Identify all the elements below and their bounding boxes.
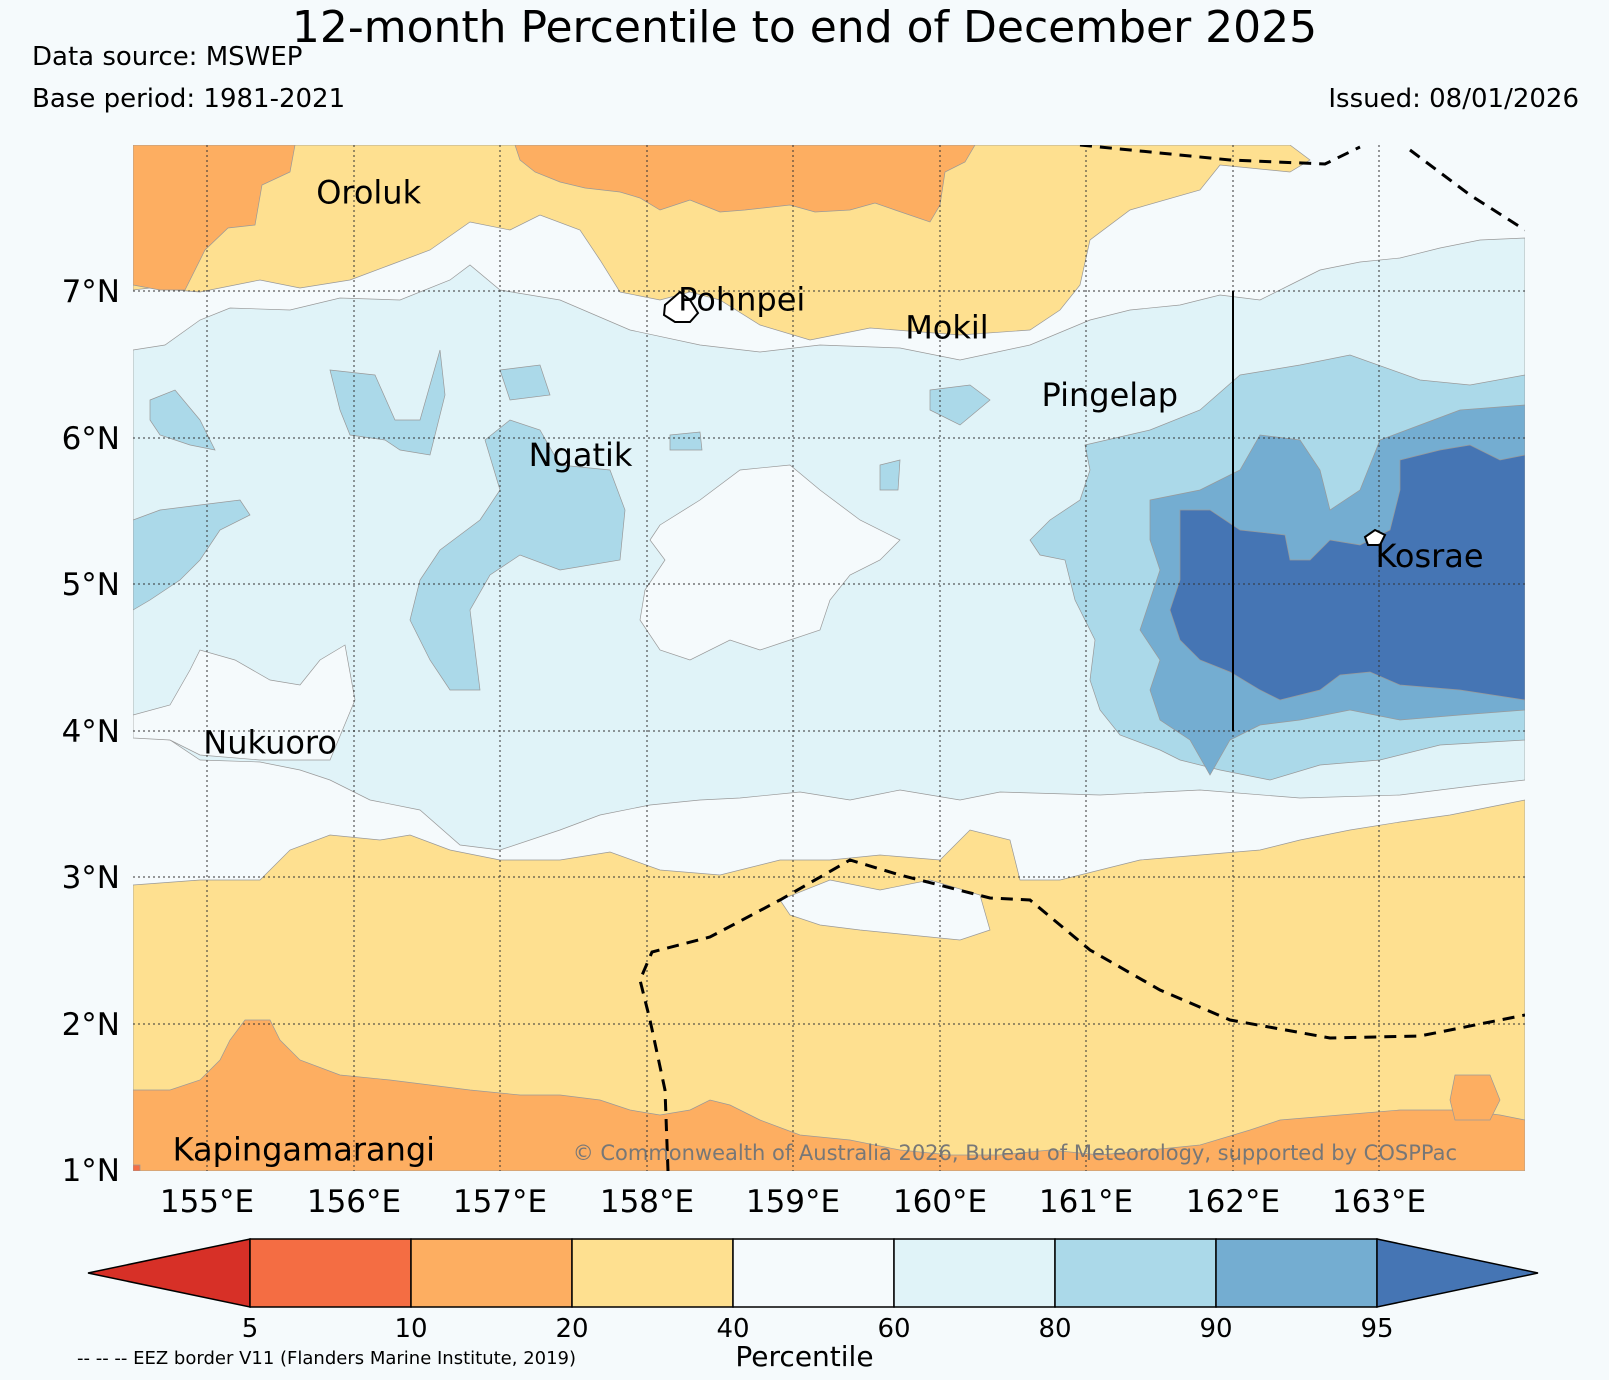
copyright-text: © Commonwealth of Australia 2026, Bureau… bbox=[573, 1141, 1457, 1165]
lon-tick-label: 159°E bbox=[746, 1184, 840, 1220]
data-source-label: Data source: MSWEP bbox=[32, 42, 303, 72]
colorbar-tick-label: 40 bbox=[716, 1314, 749, 1344]
colorbar-segment bbox=[1054, 1238, 1217, 1308]
lon-tick-label: 161°E bbox=[1039, 1184, 1133, 1220]
place-label-kosrae: Kosrae bbox=[1376, 537, 1484, 575]
lon-tick-label: 162°E bbox=[1186, 1184, 1280, 1220]
map-plot-area: Oroluk Pohnpei Mokil Pingelap Ngatik Kos… bbox=[133, 145, 1525, 1171]
band-20-40-south bbox=[133, 799, 1525, 1171]
place-label-nukuoro: Nukuoro bbox=[203, 723, 337, 761]
band-5-10-sw bbox=[133, 1164, 141, 1171]
lat-tick-label: 1°N bbox=[62, 1153, 120, 1189]
graticule bbox=[133, 145, 1525, 1171]
band-80-90-nw2 bbox=[329, 349, 446, 456]
lat-tick-label: 4°N bbox=[62, 714, 120, 750]
colorbar-low-extend bbox=[87, 1238, 251, 1308]
place-label-mokil: Mokil bbox=[905, 309, 989, 347]
band-40-60-south-patch bbox=[779, 879, 991, 941]
band-10-20-south bbox=[133, 1019, 1525, 1171]
colorbar-tick-label: 90 bbox=[1199, 1314, 1232, 1344]
base-period-label: Base period: 1981-2021 bbox=[32, 84, 346, 114]
lon-tick-label: 155°E bbox=[160, 1184, 254, 1220]
lat-tick-label: 7°N bbox=[62, 274, 120, 310]
band-80-90-west bbox=[133, 499, 251, 611]
colorbar-segment bbox=[249, 1238, 412, 1308]
band-80-90-small bbox=[499, 364, 991, 491]
band-10-20-north-2 bbox=[514, 145, 976, 223]
colorbar-title: Percentile bbox=[735, 1340, 874, 1373]
lon-tick-label: 158°E bbox=[600, 1184, 694, 1220]
map-title: 12-month Percentile to end of December 2… bbox=[291, 2, 1318, 53]
lon-tick-label: 163°E bbox=[1332, 1184, 1426, 1220]
eez-border bbox=[638, 145, 1525, 1171]
lon-tick-label: 156°E bbox=[307, 1184, 401, 1220]
eez-footnote: -- -- -- EEZ border V11 (Flanders Marine… bbox=[77, 1348, 577, 1369]
colorbar-tick-label: 60 bbox=[877, 1314, 910, 1344]
lat-tick-label: 3°N bbox=[62, 860, 120, 896]
band-20-40-north bbox=[133, 145, 1311, 341]
pohnpei-island-icon bbox=[662, 290, 700, 323]
lat-tick-label: 2°N bbox=[62, 1007, 120, 1043]
place-label-oroluk: Oroluk bbox=[316, 174, 421, 212]
colorbar-tick-label: 80 bbox=[1038, 1314, 1071, 1344]
lon-tick-labels: 155°E 156°E 157°E 158°E 159°E 160°E 161°… bbox=[160, 1184, 1426, 1220]
kosrae-island-icon bbox=[1363, 528, 1387, 546]
band-95-plus bbox=[1169, 444, 1525, 701]
lat-tick-label: 5°N bbox=[62, 567, 120, 603]
place-label-kapingamarangi: Kapingamarangi bbox=[173, 1131, 435, 1169]
colorbar-segment bbox=[571, 1238, 734, 1308]
lat-tick-label: 6°N bbox=[62, 421, 120, 457]
colorbar-tick-label: 20 bbox=[555, 1314, 588, 1344]
band-10-20-south-patch bbox=[1449, 1074, 1501, 1121]
lat-tick-labels: 7°N 6°N 5°N 4°N 3°N 2°N 1°N bbox=[62, 274, 120, 1189]
colorbar-tick-label: 95 bbox=[1360, 1314, 1393, 1344]
band-80-90-nw bbox=[149, 389, 216, 451]
band-80-90-ngatik bbox=[409, 419, 626, 691]
place-label-pingelap: Pingelap bbox=[1042, 376, 1179, 414]
colorbar: 5 10 20 40 60 80 90 95 bbox=[87, 1238, 1539, 1344]
colorbar-tick-label: 5 bbox=[242, 1314, 259, 1344]
lon-tick-label: 157°E bbox=[453, 1184, 547, 1220]
colorbar-high-extend bbox=[1376, 1238, 1539, 1308]
colorbar-segment bbox=[410, 1238, 573, 1308]
place-label-pohnpei: Pohnpei bbox=[678, 281, 805, 319]
band-10-20-north bbox=[133, 145, 296, 291]
colorbar-segment bbox=[893, 1238, 1056, 1308]
colorbar-segment bbox=[1215, 1238, 1378, 1308]
place-label-ngatik: Ngatik bbox=[529, 436, 633, 474]
issued-date-label: Issued: 08/01/2026 bbox=[1328, 84, 1579, 114]
colorbar-tick-label: 10 bbox=[394, 1314, 427, 1344]
colorbar-segment bbox=[732, 1238, 895, 1308]
lon-tick-label: 160°E bbox=[893, 1184, 987, 1220]
band-40-60-center bbox=[639, 464, 901, 661]
